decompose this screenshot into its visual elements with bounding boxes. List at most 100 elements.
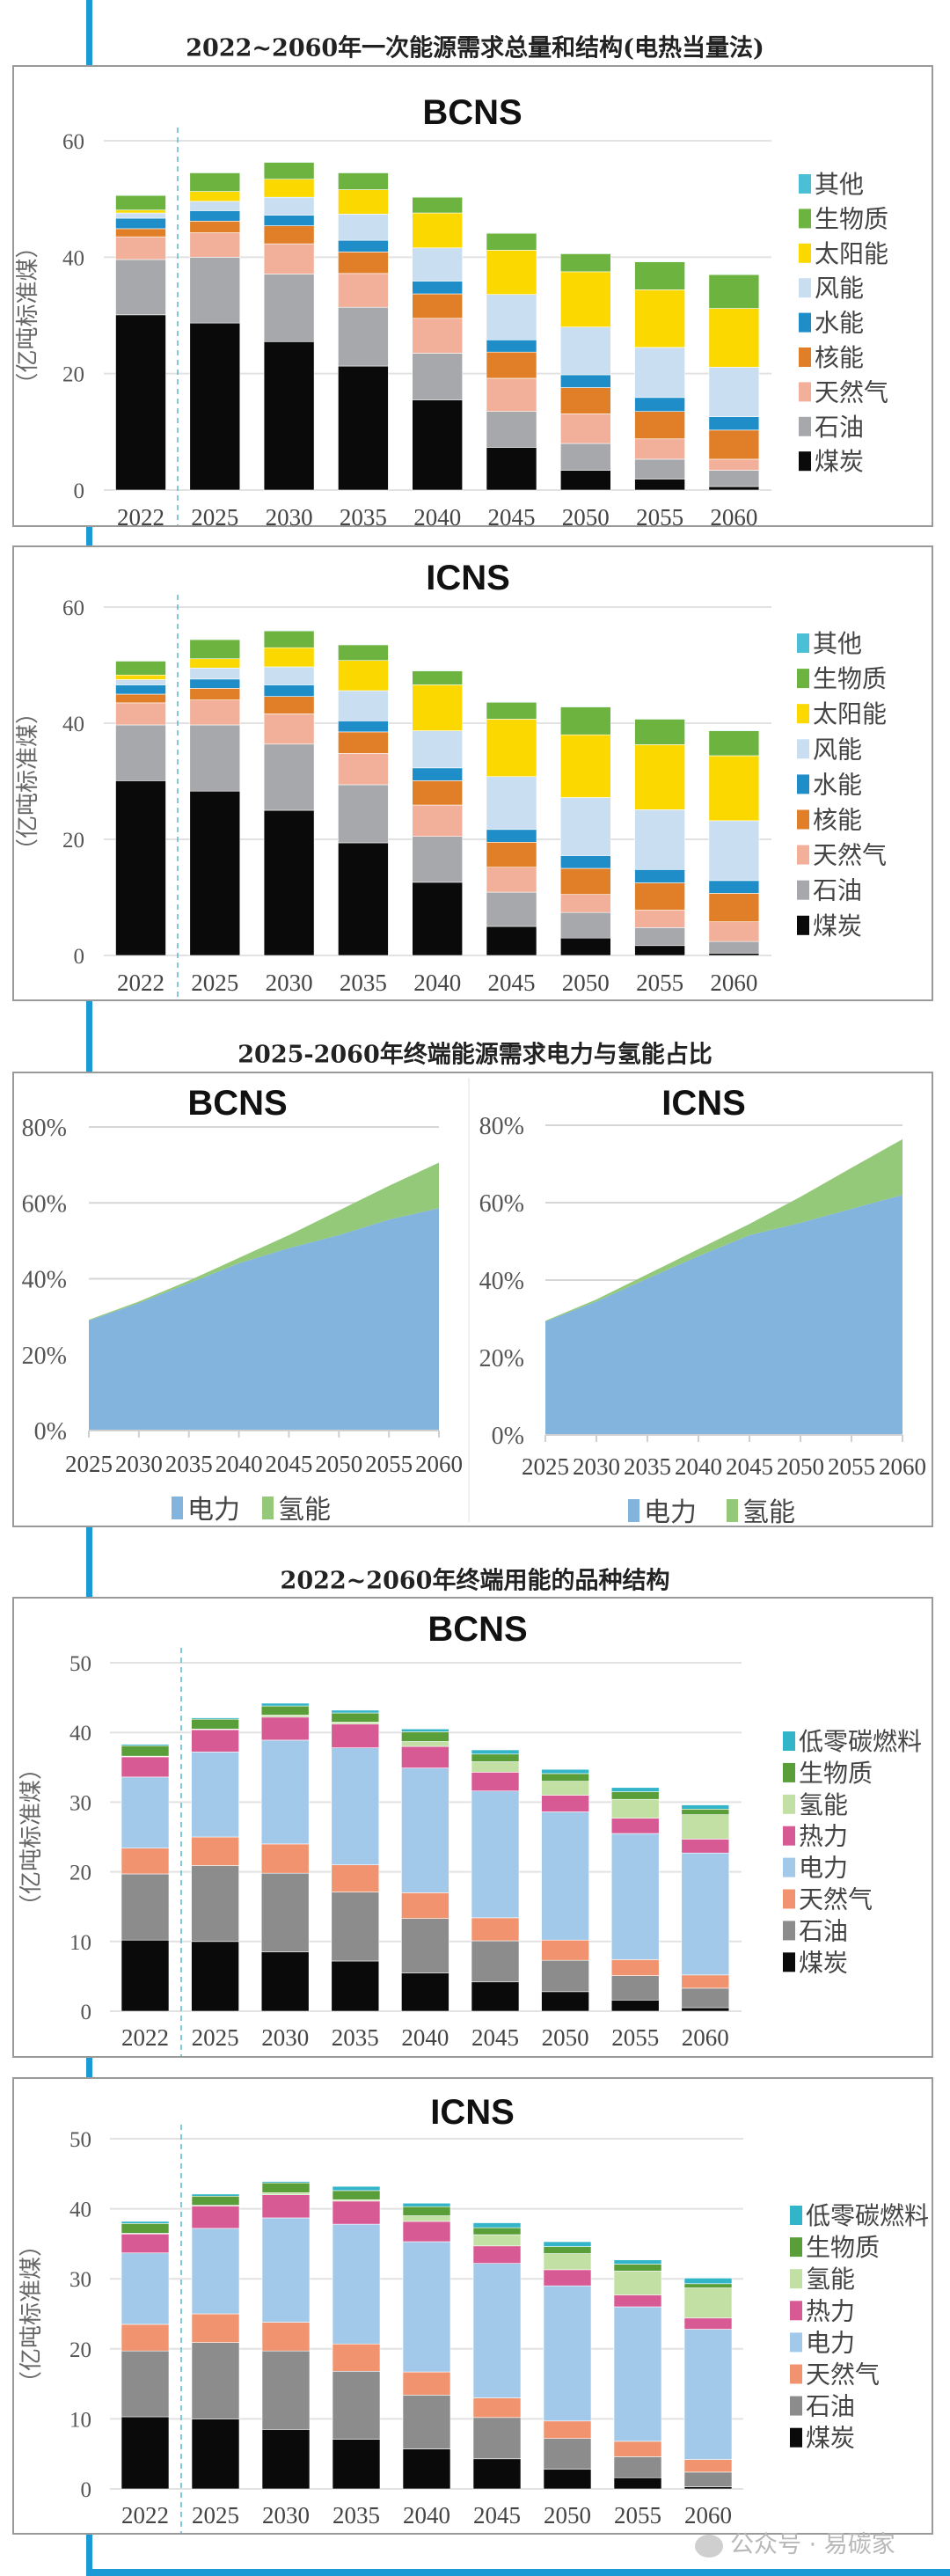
bar-segment xyxy=(189,790,241,956)
bar-segment xyxy=(708,755,760,822)
bar-segment xyxy=(189,232,241,258)
bar-segment xyxy=(189,699,241,726)
x-tick-label: 2025 xyxy=(65,1451,113,1477)
bar-segment xyxy=(613,2294,662,2308)
bar-segment xyxy=(708,470,760,487)
bar-segment xyxy=(486,377,537,412)
bar-segment xyxy=(402,2206,451,2216)
bar-segment xyxy=(412,353,464,400)
bar-segment xyxy=(338,172,389,190)
x-tick-label: 2025 xyxy=(192,2502,239,2528)
wechat-icon xyxy=(695,2534,723,2558)
legend-swatch xyxy=(783,1889,795,1909)
y-axis-label: （亿吨标准煤） xyxy=(18,1757,44,1917)
bar-segment xyxy=(260,1872,310,1952)
bar-segment xyxy=(401,1728,449,1732)
legend-label: 煤炭 xyxy=(806,2425,855,2453)
chart-title: ICNS xyxy=(661,1084,746,1123)
legend-item: 生物质 xyxy=(790,2234,880,2262)
legend-label: 天然气 xyxy=(806,2361,880,2389)
bar-segment xyxy=(191,2313,240,2343)
legend-item: 低零碳燃料 xyxy=(783,1728,922,1756)
bar-segment xyxy=(610,1787,660,1792)
bar-segment xyxy=(681,1839,730,1854)
legend-item: 风能 xyxy=(797,735,862,764)
bar-segment xyxy=(402,2215,451,2222)
legend-item: 电力 xyxy=(790,2329,855,2357)
legend-label: 风能 xyxy=(815,274,864,303)
bar-segment xyxy=(708,921,760,942)
legend-label: 热力 xyxy=(806,2297,855,2325)
bar-segment xyxy=(634,945,685,956)
y-axis-label: （亿吨标准煤） xyxy=(18,2234,44,2394)
bar-segment xyxy=(402,2448,451,2490)
bar-segment xyxy=(708,486,760,491)
bar-segment xyxy=(559,443,611,471)
bar-segment xyxy=(338,306,389,367)
bar-segment xyxy=(263,630,315,632)
bar-segment xyxy=(613,2264,662,2272)
bar-segment xyxy=(260,1843,310,1874)
bar-segment xyxy=(412,196,464,198)
x-tick-label: 2055 xyxy=(636,970,683,996)
x-tick-label: 2045 xyxy=(726,1453,773,1480)
legend-item: 天然气 xyxy=(799,378,888,406)
legend-item: 氢能 xyxy=(262,1496,331,1525)
bar-segment xyxy=(683,2329,733,2460)
bar-segment xyxy=(121,2233,170,2254)
bar-segment xyxy=(115,236,166,260)
x-tick-label: 2050 xyxy=(562,970,610,996)
y-tick-label: 0 xyxy=(74,945,85,969)
area-electricity xyxy=(545,1195,902,1435)
bar-segment xyxy=(472,2245,522,2264)
legend-label: 煤炭 xyxy=(799,1949,848,1977)
bar-segment xyxy=(708,367,760,417)
bar-segment xyxy=(486,829,537,843)
legend-item: 石油 xyxy=(783,1917,848,1945)
bar-segment xyxy=(683,2471,733,2487)
bar-segment xyxy=(338,214,389,241)
y-tick-label: 20 xyxy=(69,2338,91,2362)
bar-segment xyxy=(331,1723,380,1748)
legend-swatch xyxy=(628,1499,639,1522)
y-tick-label: 60 xyxy=(62,130,84,154)
bar-segment xyxy=(559,271,611,328)
bar-segment xyxy=(115,679,166,685)
bar-segment xyxy=(634,718,685,720)
bar-segment xyxy=(634,411,685,440)
bar-segment xyxy=(331,1892,380,1962)
bar-segment xyxy=(610,1791,660,1800)
bar-segment xyxy=(634,479,685,491)
bar-segment xyxy=(634,260,685,262)
legend-item: 氢能 xyxy=(783,1791,848,1819)
bar-segment xyxy=(260,1739,310,1845)
chart-title: BCNS xyxy=(422,93,522,132)
legend-label: 太阳能 xyxy=(815,240,888,268)
bar-segment xyxy=(121,2223,170,2234)
bar-segment xyxy=(263,666,315,685)
legend-item: 氢能 xyxy=(790,2265,855,2294)
bar-segment xyxy=(559,867,611,896)
x-tick-label: 2045 xyxy=(473,2502,521,2528)
bar-segment xyxy=(263,215,315,226)
y-tick-label: 50 xyxy=(69,2128,91,2152)
legend-label: 煤炭 xyxy=(815,448,864,476)
bar-segment xyxy=(708,820,760,882)
x-tick-label: 2025 xyxy=(192,2024,239,2051)
bar-segment xyxy=(412,399,464,491)
chart-title: ICNS xyxy=(430,2093,515,2132)
x-tick-label: 2022 xyxy=(117,504,164,531)
bar-segment xyxy=(486,411,537,448)
bar-segment xyxy=(708,458,760,471)
bar-segment xyxy=(115,780,166,956)
bar-segment xyxy=(559,413,611,444)
bar-segment xyxy=(189,688,241,700)
legend-item: 煤炭 xyxy=(783,1949,848,1977)
legend-label: 氢能 xyxy=(742,1498,795,1527)
x-tick-label: 2060 xyxy=(684,2502,732,2528)
legend-label: 低零碳燃料 xyxy=(799,1728,922,1756)
watermark: 公众号 · 易碳家 xyxy=(695,2525,895,2559)
bar-segment xyxy=(683,2278,733,2285)
x-tick-label: 2060 xyxy=(710,504,757,531)
bar-segment xyxy=(263,340,315,491)
